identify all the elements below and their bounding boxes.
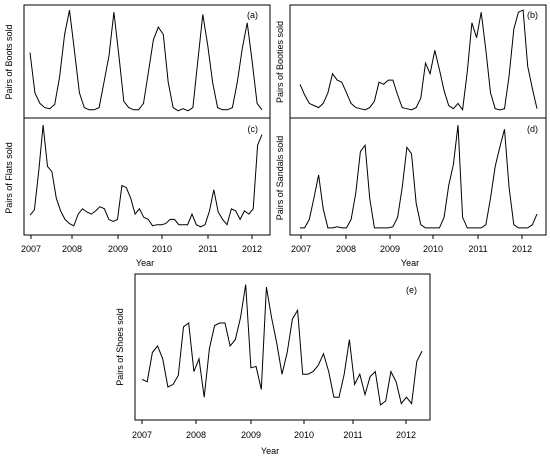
panel-d-x-tick-label: 2012: [512, 244, 532, 254]
panel-c-x-axis: 2007 2008 2009 2010 2011 2012: [21, 235, 262, 254]
panel-b-series-line: [299, 9, 538, 112]
panel-b-frame: [289, 4, 547, 119]
panel-c-tag: (c): [248, 124, 259, 134]
panel-c-x-tick-label: 2007: [21, 244, 41, 254]
panel-e-xlabel: Year: [261, 446, 279, 456]
panel-c: (c) Pairs of Flats sold 2007 2008 2009 2010…: [4, 117, 271, 254]
panel-e-x-tick-label: 2007: [132, 430, 152, 440]
panel-e-x-tick-label: 2010: [294, 430, 314, 440]
panel-d-x-tick-label: 2010: [423, 244, 443, 254]
panel-d-frame: [289, 117, 547, 236]
panel-e-series-line: [141, 284, 423, 406]
top-right-xlabel: Year: [401, 258, 419, 268]
panel-d-tag: (d): [527, 124, 538, 134]
panel-e-ylabel: Pairs of Shoes sold: [115, 308, 125, 386]
panel-c-x-tick-label: 2012: [242, 244, 262, 254]
panel-e-tag: (e): [406, 285, 417, 295]
panel-a: (a) Pairs of Boots sold: [4, 4, 271, 119]
panel-b-ylabel: Pairs of Booties sold: [275, 21, 285, 103]
panel-b: (b) Pairs of Booties sold: [275, 4, 547, 119]
panel-d-x-axis: 2007 2008 2009 2010 2011 2012: [291, 235, 532, 254]
panel-e-x-tick-label: 2009: [241, 430, 261, 440]
panel-c-series-line: [29, 125, 263, 228]
panel-a-ylabel: Pairs of Boots sold: [4, 24, 14, 99]
panel-a-tag: (a): [247, 10, 258, 20]
panel-c-x-tick-label: 2011: [198, 244, 217, 254]
top-left-xlabel: Year: [136, 258, 154, 268]
panel-d: (d) Pairs of Sandals sold 2007 2008 2009 20…: [275, 117, 547, 254]
panel-e-x-tick-label: 2008: [186, 430, 206, 440]
panel-e-x-tick-label: 2012: [396, 430, 416, 440]
panel-c-x-tick-label: 2009: [108, 244, 128, 254]
panel-e-frame: [134, 273, 431, 421]
panel-d-series-line: [300, 125, 538, 229]
panel-a-series-line: [29, 10, 263, 112]
panel-e-x-tick-label: 2011: [343, 430, 362, 440]
panel-c-frame: [23, 117, 271, 236]
panel-e-x-axis: 2007 2008 2009 2010 2011 2012: [132, 420, 416, 440]
panel-a-frame: [23, 4, 271, 119]
panel-d-x-tick-label: 2011: [468, 244, 487, 254]
panel-d-ylabel: Pairs of Sandals sold: [275, 136, 285, 221]
panel-c-ylabel: Pairs of Flats sold: [4, 142, 14, 214]
panel-c-x-tick-label: 2010: [152, 244, 172, 254]
panel-e: (e) Pairs of Shoes sold 2007 2008 2009 2010…: [115, 273, 431, 456]
panel-d-x-tick-label: 2009: [380, 244, 400, 254]
panel-b-tag: (b): [527, 10, 538, 20]
panel-d-x-tick-label: 2007: [291, 244, 311, 254]
panel-c-x-tick-label: 2008: [62, 244, 82, 254]
panel-d-x-tick-label: 2008: [336, 244, 356, 254]
